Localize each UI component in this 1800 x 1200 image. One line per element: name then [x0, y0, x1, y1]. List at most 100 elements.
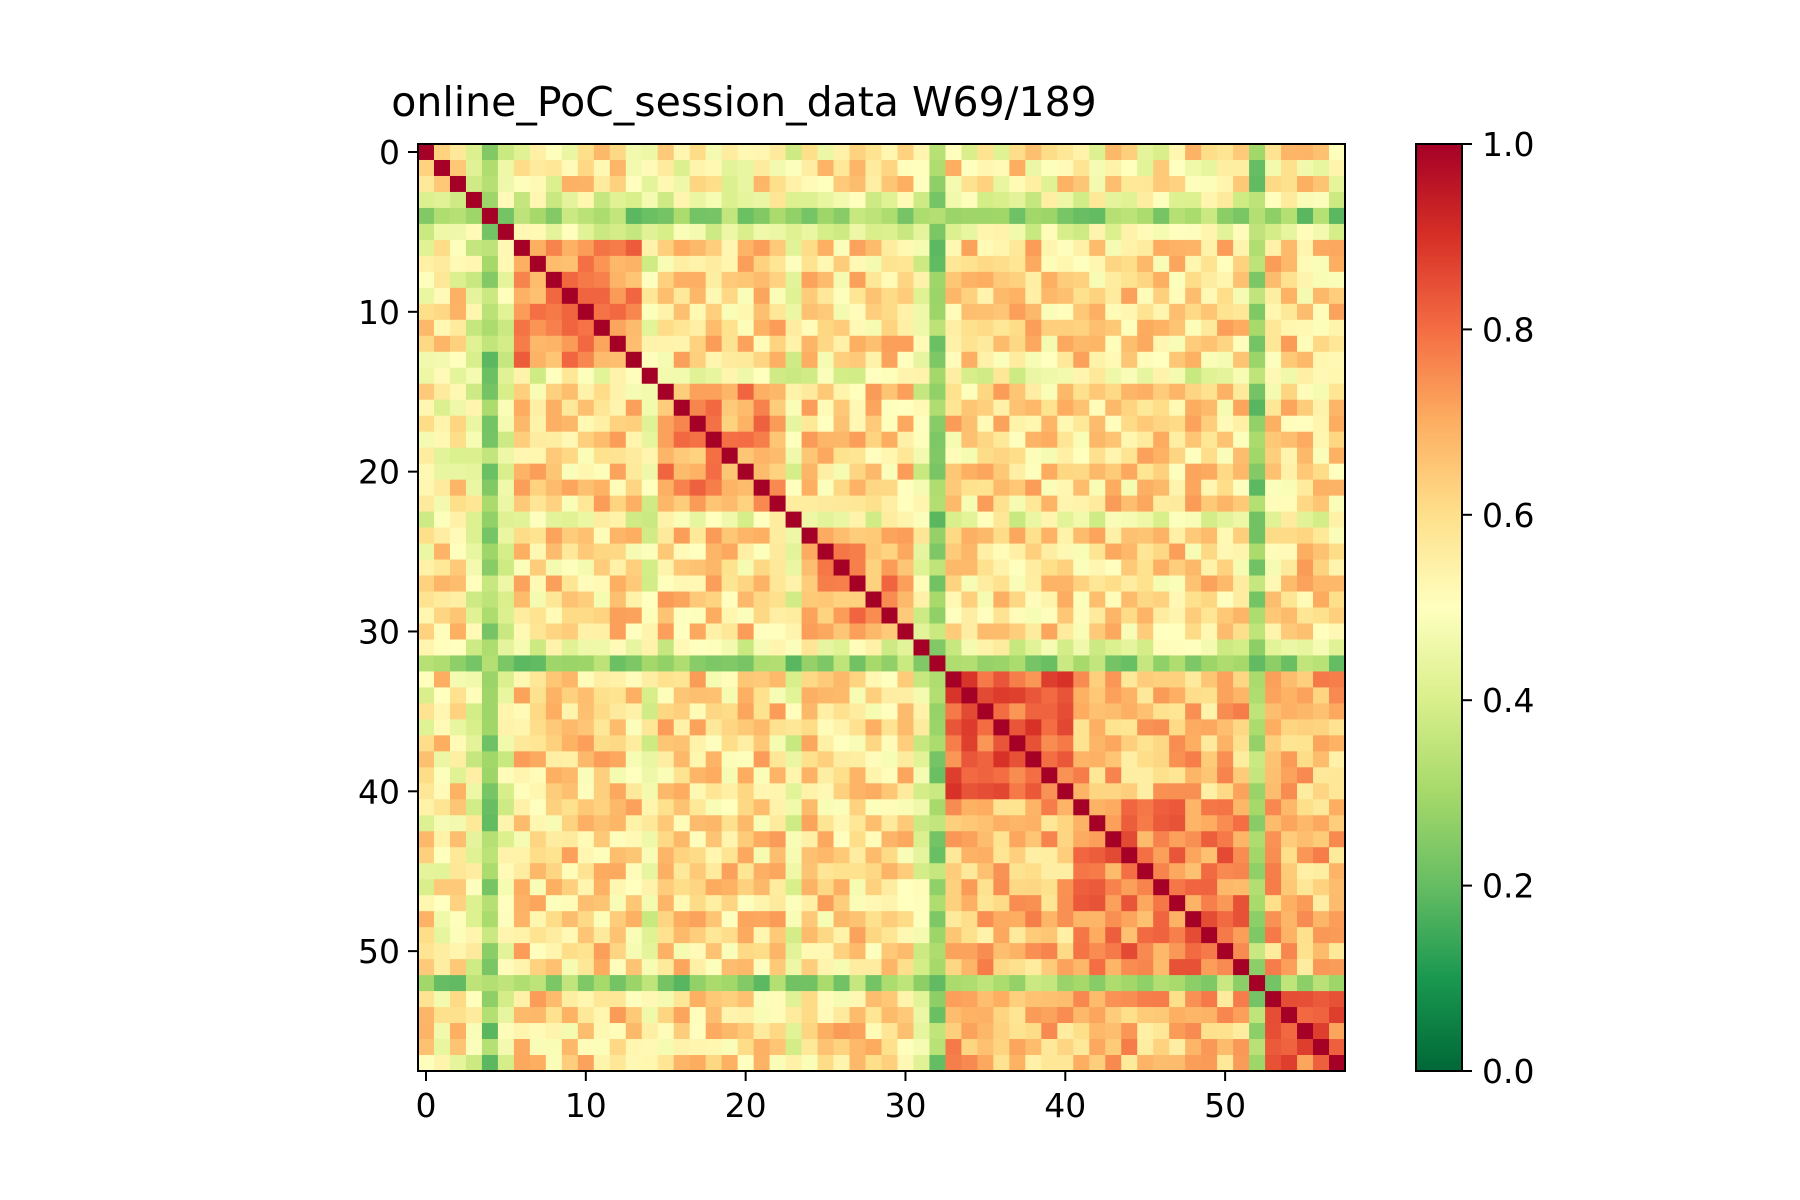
heatmap-cell — [1265, 879, 1282, 896]
heatmap-cell — [1217, 799, 1234, 816]
heatmap-cell — [497, 1007, 515, 1024]
heatmap-cell — [1121, 223, 1138, 241]
heatmap-cell — [977, 271, 994, 289]
heatmap-cell — [801, 1007, 819, 1024]
heatmap-cell — [833, 1023, 851, 1040]
heatmap-cell — [433, 831, 451, 848]
heatmap-cell — [705, 383, 723, 401]
heatmap-cell — [1185, 159, 1202, 177]
heatmap-cell — [433, 431, 451, 449]
heatmap-cell — [833, 255, 851, 273]
heatmap-cell — [689, 911, 707, 928]
heatmap-cell — [1041, 559, 1058, 577]
heatmap-cell — [1041, 831, 1058, 848]
heatmap-cell — [1009, 415, 1026, 433]
heatmap-cell — [1073, 447, 1090, 465]
heatmap-cell — [1121, 783, 1138, 800]
heatmap-cell — [657, 175, 675, 193]
heatmap-cell — [1313, 655, 1330, 673]
heatmap-cell — [641, 575, 659, 593]
heatmap-cell — [529, 671, 547, 689]
heatmap-cell — [753, 399, 771, 417]
heatmap-cell — [705, 975, 723, 992]
heatmap-cell — [1297, 495, 1314, 513]
heatmap-cell — [561, 319, 579, 337]
heatmap-cell — [673, 527, 691, 545]
heatmap-cell — [657, 639, 675, 657]
heatmap-cell — [513, 895, 531, 912]
heatmap-cell — [881, 799, 899, 816]
heatmap-cell — [529, 479, 547, 497]
heatmap-cell — [561, 495, 579, 513]
heatmap-cell — [1313, 367, 1330, 385]
heatmap-cell — [1297, 255, 1314, 273]
heatmap-cell — [1329, 175, 1346, 193]
heatmap-cell — [1073, 735, 1090, 752]
heatmap-cell — [1249, 495, 1266, 513]
heatmap-cell — [689, 255, 707, 273]
heatmap-cell — [1265, 991, 1282, 1008]
heatmap-cell — [929, 415, 947, 433]
heatmap-cell — [609, 847, 627, 864]
heatmap-cell — [1137, 144, 1154, 161]
heatmap-cell — [865, 575, 883, 593]
heatmap-cell — [449, 511, 467, 529]
heatmap-cell — [1137, 639, 1154, 657]
heatmap-cell — [561, 527, 579, 545]
heatmap-cell — [897, 287, 915, 305]
heatmap-cell — [1281, 431, 1298, 449]
heatmap-cell — [1185, 783, 1202, 800]
heatmap-cell — [1009, 447, 1026, 465]
heatmap-cell — [465, 575, 483, 593]
heatmap-cell — [1233, 863, 1250, 880]
heatmap-cell — [1185, 639, 1202, 657]
heatmap-cell — [849, 895, 867, 912]
heatmap-cell — [1041, 735, 1058, 752]
heatmap-cell — [1185, 319, 1202, 337]
heatmap-cell — [1185, 623, 1202, 641]
heatmap-cell — [1025, 144, 1042, 161]
heatmap-cell — [529, 527, 547, 545]
heatmap-cell — [881, 559, 899, 577]
heatmap-cell — [1281, 271, 1298, 289]
heatmap-cell — [1185, 527, 1202, 545]
heatmap-cell — [465, 511, 483, 529]
heatmap-cell — [833, 943, 851, 960]
heatmap-cell — [913, 655, 931, 673]
heatmap-cell — [961, 287, 978, 305]
heatmap-cell — [897, 159, 915, 177]
heatmap-cell — [977, 367, 994, 385]
heatmap-cell — [1153, 271, 1170, 289]
heatmap-cell — [657, 927, 675, 944]
heatmap-cell — [913, 895, 931, 912]
heatmap-cell — [529, 399, 547, 417]
heatmap-cell — [865, 895, 883, 912]
heatmap-cell — [1169, 831, 1186, 848]
heatmap-cell — [993, 415, 1010, 433]
heatmap-cell — [913, 239, 931, 257]
heatmap-cell — [1217, 591, 1234, 609]
heatmap-cell — [433, 863, 451, 880]
heatmap-cell — [1169, 287, 1186, 305]
heatmap-cell — [897, 975, 915, 992]
heatmap-cell — [1249, 399, 1266, 417]
heatmap-cell — [929, 175, 947, 193]
heatmap-cell — [641, 879, 659, 896]
heatmap-cell — [593, 703, 611, 720]
heatmap-cell — [865, 1039, 883, 1056]
heatmap-cell — [817, 191, 835, 209]
heatmap-cell — [641, 831, 659, 848]
heatmap-cell — [897, 815, 915, 832]
heatmap-cell — [1105, 895, 1122, 912]
heatmap-cell — [625, 703, 643, 720]
heatmap-cell — [561, 223, 579, 241]
heatmap-cell — [865, 959, 883, 976]
heatmap-cell — [1025, 223, 1042, 241]
heatmap-cell — [929, 687, 947, 704]
heatmap-cell — [929, 495, 947, 513]
heatmap-cell — [1137, 783, 1154, 800]
heatmap-cell — [641, 399, 659, 417]
heatmap-cell — [1169, 783, 1186, 800]
heatmap-cell — [1169, 191, 1186, 209]
heatmap-cell — [1025, 303, 1042, 321]
